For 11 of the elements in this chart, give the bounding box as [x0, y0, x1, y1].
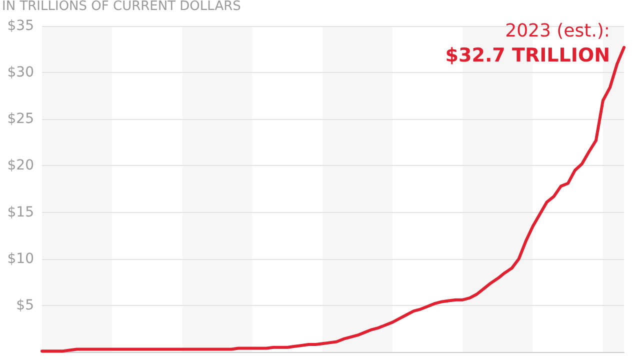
line-series — [40, 46, 626, 353]
chart-subtitle: IN TRILLIONS OF CURRENT DOLLARS — [2, 0, 241, 14]
annotation: $32.7 TRILLION — [445, 44, 610, 66]
y-tick-label: $30 — [7, 64, 34, 81]
y-tick-label: $10 — [7, 250, 34, 267]
y-tick-label: $35 — [7, 18, 34, 34]
y-tick-label: $25 — [7, 111, 34, 128]
y-tick-label: $15 — [7, 204, 34, 220]
y-tick-label: $5 — [16, 297, 34, 314]
y-tick-label: $20 — [7, 158, 34, 174]
annotation: 2023 (est.): — [505, 20, 610, 42]
